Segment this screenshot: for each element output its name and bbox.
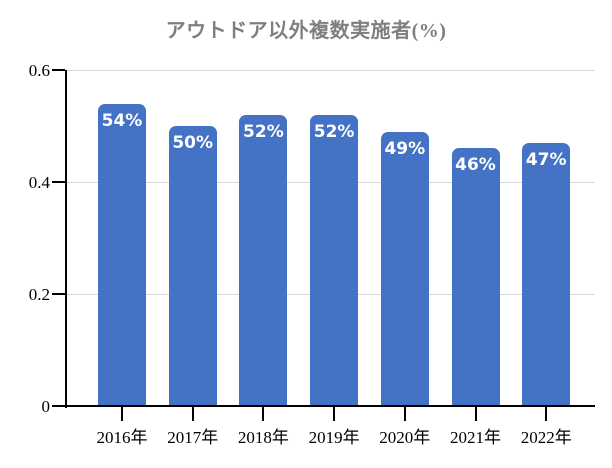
x-tick [121,407,123,421]
y-axis [65,70,67,408]
y-tick-label: 0 [41,397,51,416]
y-tick [52,405,65,407]
y-tick-label: 0.2 [28,285,50,304]
y-tick [52,69,65,71]
y-tick [52,293,65,295]
x-tick [545,407,548,421]
y-tick-label: 0.4 [28,173,50,192]
bar: 46% [451,148,500,406]
bar-value-label: 50% [172,133,214,153]
x-tick-label: 2017年 [167,428,219,447]
bar-value-label: 54% [101,110,143,131]
x-tick [474,407,477,421]
y-tick-label: 0.6 [28,61,50,80]
x-tick-label: 2020年 [379,428,431,447]
x-tick-label: 2018年 [237,428,289,447]
bar: 52% [239,114,288,406]
x-axis [65,405,595,407]
x-tick-label: 2019年 [308,428,360,447]
chart-title: アウトドア以外複数実施者(%) [165,20,447,42]
bar-value-label: 52% [243,121,284,142]
bar: 54% [98,103,146,406]
bar: 49% [380,131,429,406]
bar: 52% [310,114,359,406]
y-tick [52,181,65,183]
bar-value-label: 46% [455,155,496,176]
gridline [65,70,595,71]
x-tick-label: 2021年 [450,428,501,447]
x-tick [262,407,265,421]
x-tick [403,407,406,421]
x-tick [191,407,194,421]
x-tick-label: 2022年 [520,428,572,447]
bar-value-label: 52% [313,121,355,142]
bar: 47% [522,142,571,406]
bar: 50% [168,126,217,406]
bar-value-label: 49% [384,138,426,159]
x-tick [333,407,336,421]
x-tick-label: 2016年 [96,428,148,447]
bar-value-label: 47% [525,149,567,170]
